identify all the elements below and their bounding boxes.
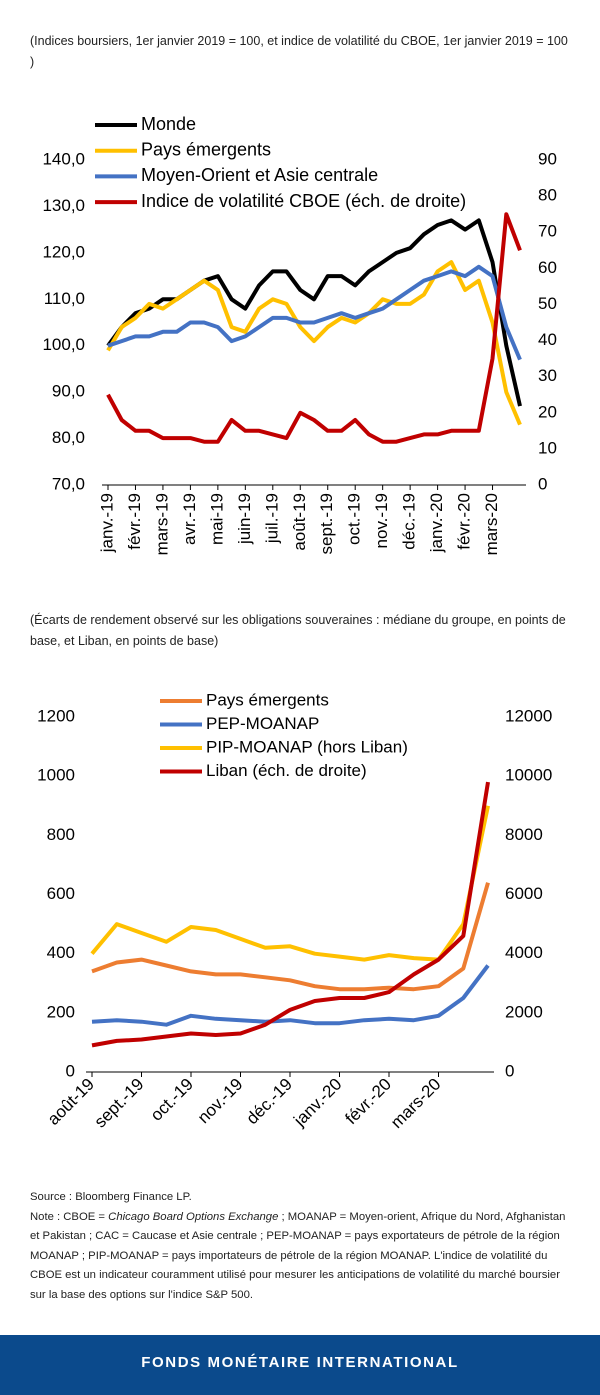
chart-subtitle: (Indices boursiers, 1er janvier 2019 = 1… (30, 34, 568, 69)
note-text: Note : CBOE = (30, 1210, 109, 1223)
y-tick-label: 400 (47, 943, 75, 962)
y-tick-label: 1000 (37, 766, 75, 785)
y2-tick-label: 90 (538, 149, 557, 168)
legend-label: Pays émergents (206, 690, 329, 709)
x-tick-label: avr.-19 (180, 493, 199, 545)
series-line (106, 260, 522, 426)
y-tick-label: 200 (47, 1002, 75, 1021)
x-tick-label: mai-19 (207, 493, 226, 545)
y2-tick-label: 70 (538, 222, 557, 241)
y2-tick-label: 0 (505, 1061, 514, 1080)
x-tick-label: juin-19 (235, 493, 254, 545)
y-tick-label: 800 (47, 825, 75, 844)
legend-label: Moyen-Orient et Asie centrale (141, 165, 378, 185)
y2-tick-label: 20 (538, 402, 557, 421)
y-tick-label: 130,0 (42, 196, 85, 215)
note-text: ; MOANAP = Moyen-orient, Afrique du Nord… (30, 1210, 566, 1301)
y2-tick-label: 30 (538, 366, 557, 385)
x-tick-label: déc.-19 (400, 493, 419, 550)
y2-tick-label: 10000 (505, 766, 552, 785)
y2-tick-label: 2000 (505, 1002, 543, 1021)
series-line (90, 805, 490, 962)
x-tick-label: janv.-19 (97, 493, 116, 553)
x-tick-label: oct.-19 (147, 1075, 197, 1125)
x-tick-label: juil.-19 (262, 493, 281, 544)
y-tick-label: 1200 (37, 706, 75, 725)
source: Source : Bloomberg Finance LP. (30, 1191, 192, 1203)
legend-label: Monde (141, 114, 196, 134)
x-tick-label: mars-20 (387, 1075, 445, 1133)
y-tick-label: 600 (47, 884, 75, 903)
x-tick-label: août-19 (44, 1075, 98, 1129)
x-tick-label: nov.-19 (372, 493, 391, 548)
x-tick-label: févr.-19 (125, 493, 144, 550)
y2-tick-label: 12000 (505, 706, 552, 725)
y2-tick-label: 0 (538, 474, 547, 493)
y-tick-label: 90,0 (52, 382, 85, 401)
y2-tick-label: 60 (538, 258, 557, 277)
x-tick-label: sept.-19 (317, 493, 336, 554)
y-tick-label: 80,0 (52, 428, 85, 447)
x-tick-label: janv.-20 (427, 493, 446, 553)
y2-tick-label: 8000 (505, 825, 543, 844)
y2-tick-label: 50 (538, 294, 557, 313)
note: Note : CBOE = Chicago Board Options Exch… (30, 1208, 575, 1306)
y2-tick-label: 6000 (505, 884, 543, 903)
legend-label: Pays émergents (141, 139, 271, 159)
x-tick-label: févr.-20 (455, 493, 474, 550)
y-tick-label: 70,0 (52, 474, 85, 493)
x-tick-label: août-19 (290, 493, 309, 551)
brand-band: FONDS MONÉTAIRE INTERNATIONAL (0, 1335, 600, 1395)
series-line (91, 964, 490, 1027)
y-tick-label: 140,0 (42, 149, 85, 168)
legend-label: Indice de volatilité CBOE (éch. de droit… (141, 191, 466, 211)
chart-subtitle: (Écarts de rendement observé sur les obl… (30, 613, 566, 648)
y-tick-label: 120,0 (42, 242, 85, 261)
series-line (107, 264, 522, 361)
y2-tick-label: 80 (538, 186, 557, 205)
legend-label: PEP-MOANAP (206, 714, 319, 733)
footer-notes: Source : Bloomberg Finance LP. Note : CB… (30, 1188, 575, 1305)
x-tick-label: sept.-19 (91, 1075, 148, 1132)
y-tick-label: 0 (66, 1061, 75, 1080)
series-line (91, 781, 490, 1048)
charts: 70,0 80,0 90,0 100,0 110,0 120,0 130,0 140,0 0 10… (37, 114, 557, 1133)
x-tick-label: nov.-19 (194, 1075, 247, 1128)
y2-tick-label: 40 (538, 330, 557, 349)
y-tick-label: 110,0 (44, 289, 85, 308)
legend-label: PIP-MOANAP (hors Liban) (206, 737, 408, 756)
x-tick-label: déc.-19 (242, 1075, 296, 1129)
y2-tick-label: 10 (538, 438, 557, 457)
x-tick-label: mars-19 (152, 493, 171, 555)
x-tick-label: mars-20 (482, 493, 501, 555)
legend-label: Liban (éch. de droite) (206, 761, 367, 780)
series-line (91, 882, 490, 992)
y2-tick-label: 4000 (505, 943, 543, 962)
series-line (106, 212, 522, 444)
series-line (106, 218, 522, 407)
note-italic: Chicago Board Options Exchange (108, 1210, 279, 1223)
x-tick-label: oct.-19 (345, 493, 364, 545)
y-tick-label: 100,0 (42, 335, 85, 354)
x-tick-label: janv.-20 (289, 1075, 345, 1131)
x-tick-label: févr.-20 (341, 1075, 395, 1129)
brand: FONDS MONÉTAIRE INTERNATIONAL (141, 1354, 459, 1371)
